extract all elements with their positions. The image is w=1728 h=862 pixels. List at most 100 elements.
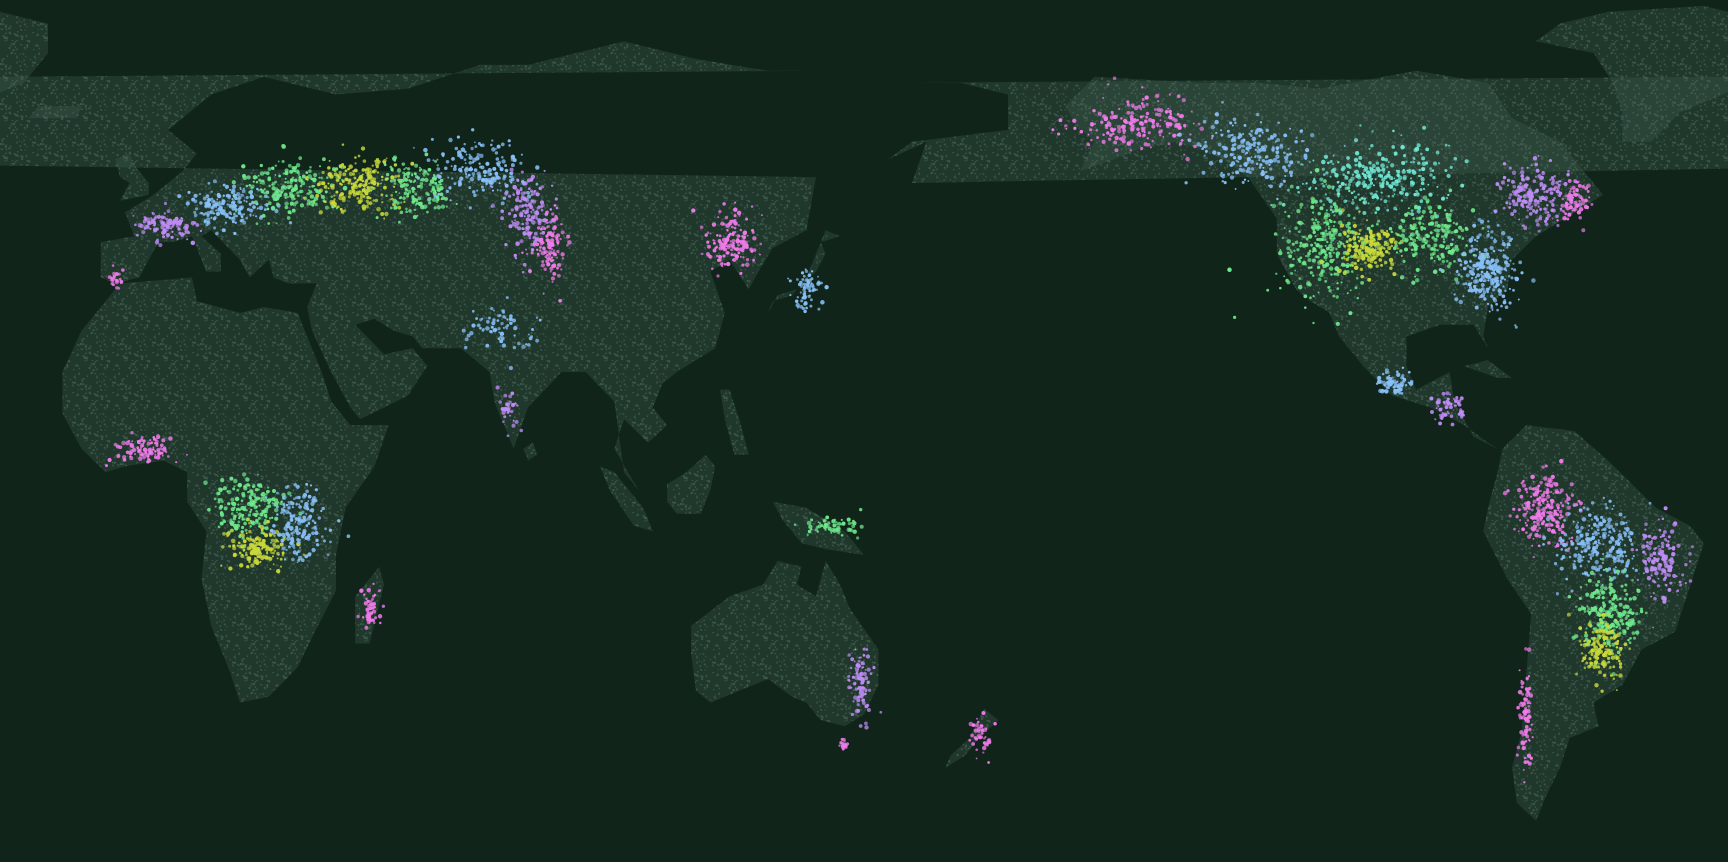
observation-cluster-russia-west[interactable]	[302, 143, 415, 220]
observation-dot	[282, 495, 287, 500]
observation-dot	[1364, 247, 1367, 250]
observation-dot	[1454, 244, 1459, 249]
observation-cluster-siberia[interactable]	[412, 128, 540, 210]
observation-dot	[1539, 480, 1543, 485]
observation-dot	[185, 226, 189, 230]
observation-dot	[1521, 480, 1525, 483]
observation-dot	[363, 593, 366, 596]
observation-dot	[1657, 552, 1661, 555]
observation-dot	[1386, 229, 1389, 233]
observation-cluster-mexico[interactable]	[1375, 366, 1414, 395]
observation-dot	[1551, 198, 1555, 202]
observation-cluster-canada-west[interactable]	[1177, 100, 1346, 207]
observation-dot	[256, 512, 259, 516]
observation-dot	[1431, 217, 1435, 221]
observation-cluster-amazon-west[interactable]	[1502, 458, 1583, 559]
observation-dot	[444, 197, 448, 201]
observation-dot	[1422, 195, 1428, 200]
observation-dot	[1396, 233, 1400, 237]
observation-dot	[1369, 181, 1374, 185]
observation-dot	[1401, 160, 1406, 166]
observation-dot	[289, 202, 293, 206]
observation-dot	[1560, 203, 1565, 208]
observation-dot	[1387, 379, 1392, 384]
observation-cluster-canada-central[interactable]	[1281, 124, 1469, 219]
observation-dot	[259, 163, 263, 168]
observation-dot	[1464, 159, 1469, 164]
observation-dot	[1581, 228, 1586, 233]
observation-cluster-west-africa[interactable]	[105, 431, 188, 468]
observation-cluster-eastern-europe[interactable]	[229, 143, 375, 226]
observation-cluster-central-europe[interactable]	[177, 179, 293, 236]
observation-dot	[468, 180, 471, 183]
observation-cluster-madagascar[interactable]	[356, 582, 386, 630]
observation-dot	[1672, 545, 1676, 549]
observation-dot	[170, 222, 173, 225]
observation-dot	[1448, 188, 1453, 193]
observation-dot	[138, 448, 142, 452]
observation-cluster-brazil-south[interactable]	[1567, 557, 1655, 677]
observation-cluster-usa-east[interactable]	[1438, 209, 1536, 329]
observation-dot	[158, 243, 163, 248]
observation-dot	[249, 498, 254, 503]
observation-dot	[241, 491, 246, 496]
observation-dot	[1592, 639, 1597, 644]
observation-cluster-quebec[interactable]	[1493, 154, 1583, 233]
observation-dot	[1312, 228, 1316, 232]
observation-cluster-congo-south[interactable]	[220, 517, 306, 574]
observation-dot	[1564, 499, 1569, 504]
observation-dot	[491, 139, 494, 142]
observation-cluster-usa-rockies[interactable]	[1319, 208, 1416, 282]
observation-dot	[1518, 715, 1523, 720]
observation-cluster-east-africa[interactable]	[264, 482, 351, 564]
observation-dot	[1221, 180, 1225, 183]
observation-dot	[1358, 253, 1363, 258]
observation-dot	[405, 183, 409, 187]
observation-cluster-central-asia-east[interactable]	[489, 167, 559, 274]
observation-cluster-paraguay[interactable]	[1566, 612, 1632, 693]
observation-dot	[1390, 163, 1395, 168]
observation-cluster-brazil-east[interactable]	[1630, 506, 1695, 604]
observation-dot	[1656, 584, 1661, 588]
observation-dot	[1660, 541, 1665, 546]
observation-dot	[301, 510, 305, 514]
observation-dot	[222, 486, 228, 491]
observation-dot	[320, 176, 323, 180]
observation-dot	[1379, 198, 1383, 201]
observation-dot	[1603, 586, 1608, 591]
observation-dot	[1381, 156, 1385, 161]
observation-cluster-labrador[interactable]	[1554, 178, 1594, 233]
observation-dot	[1523, 188, 1526, 192]
observation-cluster-central-america[interactable]	[1429, 391, 1465, 427]
observation-dot	[280, 538, 285, 543]
observation-dot	[1336, 188, 1341, 193]
observation-dot	[237, 200, 241, 204]
observation-dot	[1254, 131, 1259, 135]
observation-cluster-central-africa[interactable]	[203, 472, 303, 552]
observation-cluster-chile[interactable]	[1515, 647, 1534, 784]
observation-dot	[232, 195, 236, 198]
observation-dot	[1652, 591, 1655, 595]
observation-dot	[167, 221, 172, 226]
observation-dot	[1525, 531, 1528, 534]
observation-cluster-iberia-france[interactable]	[132, 201, 203, 248]
observation-dot	[1599, 649, 1603, 654]
observation-dot	[1455, 270, 1459, 274]
observation-dot	[1550, 474, 1555, 480]
observation-cluster-kazakhstan[interactable]	[375, 152, 471, 224]
observation-dot	[1463, 260, 1468, 265]
observation-cluster-amazon-central[interactable]	[1542, 496, 1652, 596]
observation-dot	[1139, 115, 1143, 119]
observation-dot	[1389, 261, 1392, 264]
observation-dot	[1650, 559, 1656, 564]
observation-dot	[233, 215, 236, 218]
observation-dot	[397, 205, 402, 210]
observation-dot	[1502, 490, 1508, 496]
observation-dot	[511, 177, 515, 182]
observation-dot	[172, 223, 175, 226]
observation-dot	[324, 205, 329, 210]
observation-dot	[1431, 236, 1435, 240]
observation-dot	[347, 181, 350, 185]
